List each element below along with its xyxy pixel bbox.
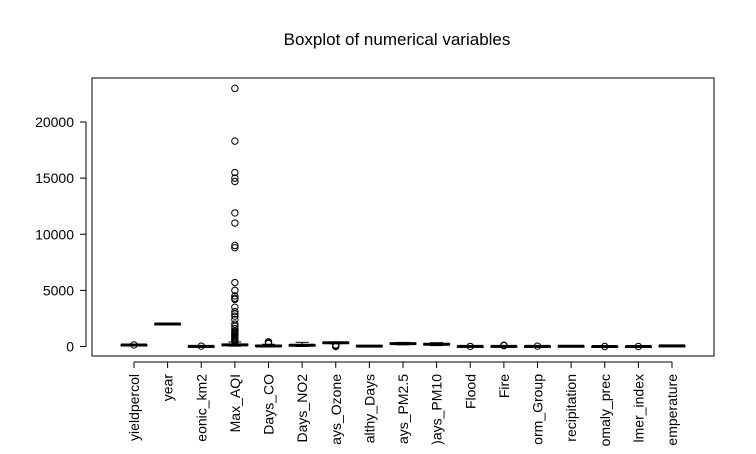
x-tick-label: Max_AQI [227, 374, 243, 432]
y-tick-label: 15000 [35, 170, 74, 186]
outlier-point [634, 342, 643, 351]
box-16 [658, 344, 686, 348]
outlier-point [601, 342, 609, 351]
box-1 [154, 322, 182, 326]
x-tick-label: Fire [496, 374, 512, 398]
box-10 [456, 342, 484, 351]
y-tick-label: 0 [66, 339, 74, 355]
outlier-point [231, 241, 239, 250]
x-tick-label: lmer_index [630, 374, 646, 442]
x-tick-label: omaly_prec [597, 374, 613, 446]
box-5 [288, 341, 316, 347]
box-7 [355, 344, 383, 348]
outlier-point [231, 295, 239, 304]
outlier-point [500, 341, 508, 350]
outlier-point [231, 84, 239, 93]
box-8 [389, 341, 417, 346]
x-tick-label: althy_Days [361, 374, 377, 443]
outlier-point [231, 337, 239, 346]
x-tick-label: yieldpercol [126, 374, 142, 441]
box-14 [591, 342, 619, 351]
outlier-point [231, 219, 239, 227]
x-tick-label: Days_NO2 [294, 374, 310, 443]
outlier-point [466, 342, 474, 351]
box-15 [624, 342, 652, 351]
x-tick-label: Days_CO [261, 374, 277, 435]
outlier-point [231, 174, 239, 182]
box-0 [120, 341, 148, 349]
x-tick-label: )ays_PM10 [429, 374, 445, 445]
x-tick-label: eonic_km2 [193, 374, 209, 442]
outlier-point [231, 310, 239, 318]
outlier-point [231, 278, 239, 287]
box-2 [187, 342, 215, 350]
x-tick-label: ays_PM2.5 [395, 374, 411, 444]
box-13 [557, 344, 585, 348]
x-tick-label: year [160, 374, 176, 402]
outlier-point [130, 341, 138, 349]
outlier-point [533, 342, 542, 350]
outlier-point [231, 209, 239, 217]
outlier-point [231, 312, 239, 320]
x-tick-label: Flood [462, 374, 478, 409]
outlier-point [231, 177, 239, 186]
outlier-point [264, 339, 273, 348]
outlier-point [231, 286, 239, 295]
chart-title: Boxplot of numerical variables [283, 30, 511, 49]
box-4 [255, 338, 282, 348]
outlier-point [231, 244, 239, 252]
outlier-point [332, 342, 340, 351]
y-tick-label: 5000 [43, 282, 74, 298]
x-tick-label: ays_Ozone [328, 374, 344, 445]
box-6 [322, 341, 350, 351]
box-11 [490, 341, 518, 350]
outlier-point [231, 292, 239, 300]
box-9 [423, 342, 451, 347]
x-tick-label: orm_Group [530, 374, 546, 445]
outlier-point [231, 137, 239, 145]
x-tick-label: recipitation [563, 374, 579, 442]
outlier-point [231, 168, 239, 177]
outlier-point [197, 342, 205, 350]
plot-frame [91, 77, 715, 357]
y-tick-label: 10000 [35, 226, 74, 242]
y-tick-label: 20000 [35, 114, 74, 130]
box-3 [221, 84, 249, 347]
box-12 [524, 342, 551, 350]
outlier-point [231, 308, 239, 316]
x-tick-label: emperature [664, 374, 680, 446]
